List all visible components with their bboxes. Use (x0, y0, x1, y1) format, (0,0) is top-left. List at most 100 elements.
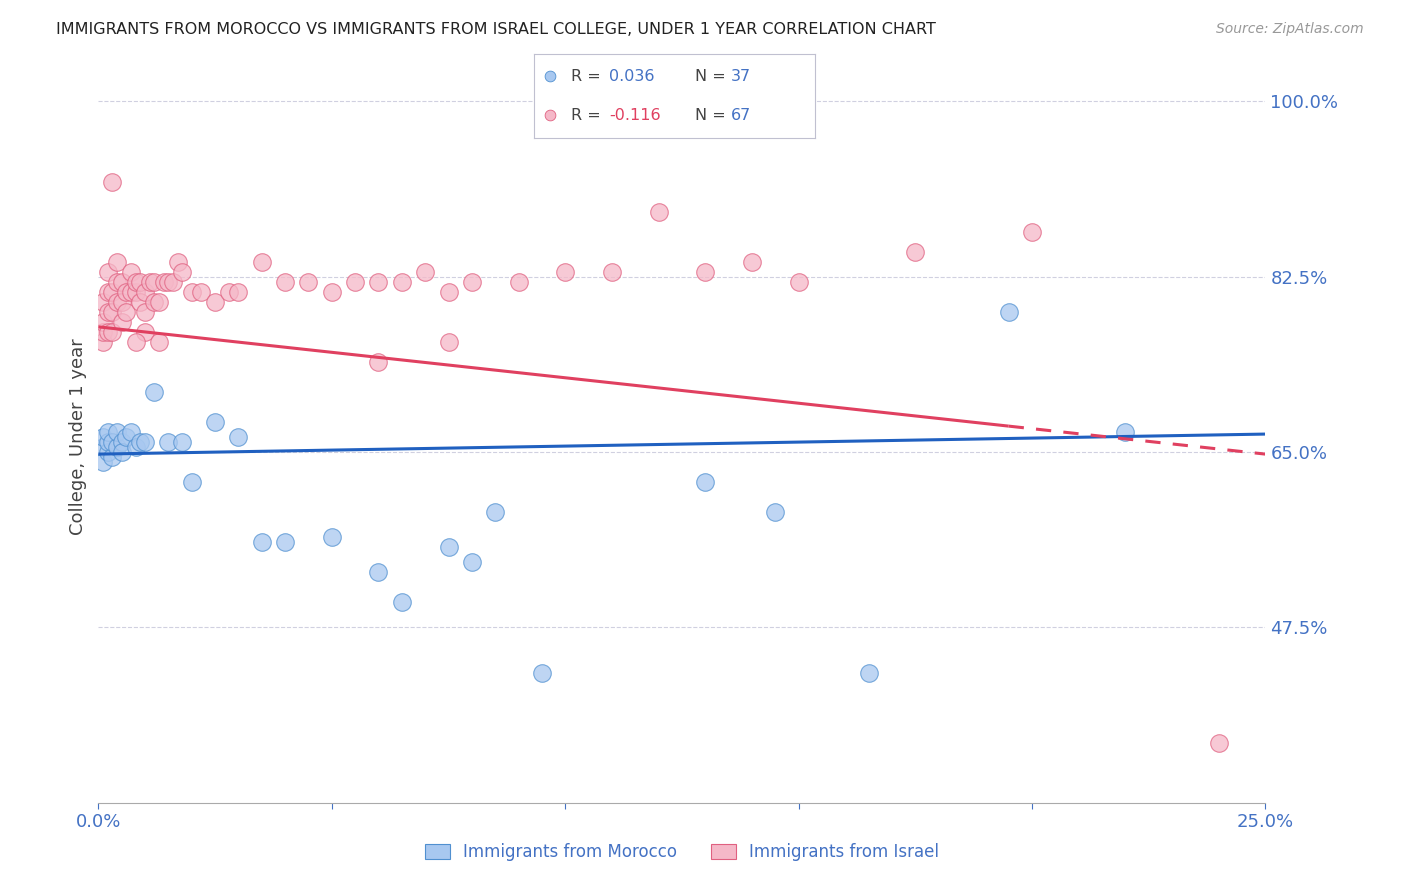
Point (554, 265, 576, 279)
Point (741, 254, 763, 268)
Point (91, 430, 114, 444)
Point (204, 294, 226, 309)
Point (97, 325, 120, 339)
Point (120, 285, 142, 299)
Point (134, 285, 156, 299)
Point (413, 265, 436, 279)
Point (111, 445, 134, 459)
Point (218, 285, 240, 299)
Point (274, 275, 297, 289)
Point (344, 275, 367, 289)
Text: 67: 67 (731, 108, 751, 123)
Point (111, 315, 134, 329)
Point (101, 175, 124, 189)
Point (120, 425, 142, 439)
Point (695, 265, 717, 279)
Point (148, 334, 170, 349)
Point (125, 285, 148, 299)
Point (101, 435, 124, 450)
Point (105, 440, 128, 454)
Point (105, 254, 128, 268)
Point (134, 325, 156, 339)
Point (91, 455, 114, 469)
Point (228, 430, 250, 444)
Text: N =: N = (695, 69, 731, 84)
Text: 0.036: 0.036 (609, 69, 654, 84)
Point (91, 315, 114, 329)
Point (129, 294, 152, 309)
Point (190, 285, 212, 299)
Text: 37: 37 (731, 69, 751, 84)
Point (115, 430, 138, 444)
Point (97, 305, 120, 319)
Text: R =: R = (571, 108, 606, 123)
Point (180, 475, 202, 490)
Point (97, 445, 120, 459)
Point (134, 305, 156, 319)
Point (321, 285, 343, 299)
Point (321, 530, 343, 544)
Point (134, 435, 156, 450)
Point (391, 275, 413, 289)
Point (152, 275, 174, 289)
Point (91, 325, 114, 339)
Point (143, 275, 166, 289)
Point (143, 294, 166, 309)
Point (162, 275, 184, 289)
Point (120, 265, 142, 279)
Point (91, 334, 114, 349)
Point (139, 275, 162, 289)
Text: N =: N = (695, 108, 731, 123)
Point (274, 535, 297, 549)
Point (250, 535, 273, 549)
Point (461, 555, 484, 569)
Point (1114, 425, 1136, 439)
Point (157, 275, 180, 289)
Point (1021, 225, 1043, 239)
Point (125, 440, 148, 454)
Point (180, 285, 202, 299)
Legend: Immigrants from Morocco, Immigrants from Israel: Immigrants from Morocco, Immigrants from… (418, 837, 946, 868)
Text: R =: R = (571, 69, 606, 84)
Point (111, 294, 134, 309)
Point (111, 275, 134, 289)
Point (125, 275, 148, 289)
Point (115, 305, 138, 319)
Text: -0.116: -0.116 (609, 108, 661, 123)
Point (129, 275, 152, 289)
Point (904, 244, 927, 259)
Text: IMMIGRANTS FROM MOROCCO VS IMMIGRANTS FROM ISRAEL COLLEGE, UNDER 1 YEAR CORRELAT: IMMIGRANTS FROM MOROCCO VS IMMIGRANTS FR… (56, 22, 936, 37)
Point (647, 204, 669, 219)
Point (367, 355, 389, 369)
Point (101, 305, 124, 319)
Point (125, 334, 148, 349)
Point (97, 425, 120, 439)
Point (367, 566, 389, 580)
Point (228, 285, 250, 299)
Point (157, 435, 180, 450)
Point (297, 275, 319, 289)
Point (111, 435, 134, 450)
Point (97, 435, 120, 450)
Point (997, 305, 1019, 319)
Point (166, 254, 188, 268)
Point (508, 275, 530, 289)
Text: Source: ZipAtlas.com: Source: ZipAtlas.com (1216, 22, 1364, 37)
Point (148, 294, 170, 309)
Point (858, 665, 880, 680)
Point (437, 334, 460, 349)
Point (600, 265, 623, 279)
Point (105, 425, 128, 439)
Point (172, 265, 194, 279)
Point (101, 450, 124, 464)
Point (172, 435, 194, 450)
Point (530, 665, 553, 680)
Point (695, 475, 717, 490)
Point (91, 294, 114, 309)
Point (97, 285, 120, 299)
Point (91, 440, 114, 454)
Point (101, 285, 124, 299)
Point (105, 275, 128, 289)
Point (115, 285, 138, 299)
Point (437, 285, 460, 299)
